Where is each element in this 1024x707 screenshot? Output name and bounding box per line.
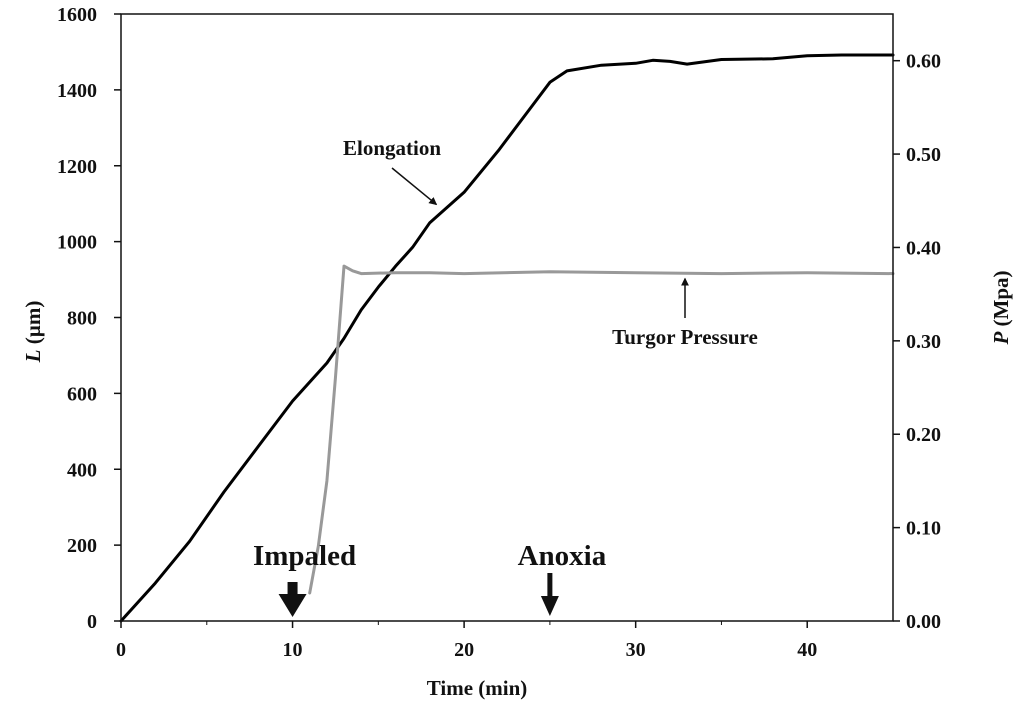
y-left-axis-unit: (µm) [21,301,45,350]
event-arrow-shaft-impaled [287,582,298,596]
y-left-tick-label: 800 [67,308,97,330]
annotation-turgor-pressure: Turgor Pressure [612,325,758,349]
annotation-elongation-arrow [391,167,438,206]
y-left-axis-symbol: L [21,350,45,364]
x-tick-label: 10 [283,639,303,661]
y-right-axis-symbol: P [989,332,1013,346]
event-label-anoxia: Anoxia [518,540,607,572]
x-tick-label: 40 [797,639,817,661]
y-left-tick-label: 1000 [57,232,97,254]
y-right-tick-label: 0.00 [906,611,941,633]
y-right-tick-label: 0.60 [906,51,941,73]
y-left-tick-label: 1200 [57,156,97,178]
x-tick-label: 20 [454,639,474,661]
event-label-impaled: Impaled [253,540,356,572]
event-arrow-head-anoxia [540,596,559,616]
event-arrow-head-impaled [278,594,307,617]
y-right-tick-label: 0.20 [906,424,941,446]
y-left-tick-label: 200 [67,535,97,557]
event-arrow-shaft-anoxia [547,573,553,598]
y-left-axis-title: L (µm) [21,301,45,364]
x-axis-title: Time (min) [427,676,528,700]
x-tick-label: 0 [116,639,126,661]
series-line-elongation [119,53,895,623]
plot-frame [120,13,894,622]
y-left-tick-label: 400 [67,459,97,481]
annotation-elongation: Elongation [343,136,441,160]
x-tick-label: 30 [626,639,646,661]
y-left-tick-label: 600 [67,383,97,405]
y-right-axis-title: P (Mpa) [989,270,1013,345]
y-left-tick-label: 1400 [57,80,97,102]
y-left-tick-label: 0 [87,611,97,633]
series-line-turgor-pressure [308,264,895,595]
y-right-tick-label: 0.30 [906,331,941,353]
y-right-tick-label: 0.40 [906,237,941,259]
y-right-axis-unit: (Mpa) [989,270,1013,331]
y-left-tick-label: 1600 [57,4,97,26]
y-right-tick-label: 0.50 [906,144,941,166]
y-right-tick-label: 0.10 [906,518,941,540]
